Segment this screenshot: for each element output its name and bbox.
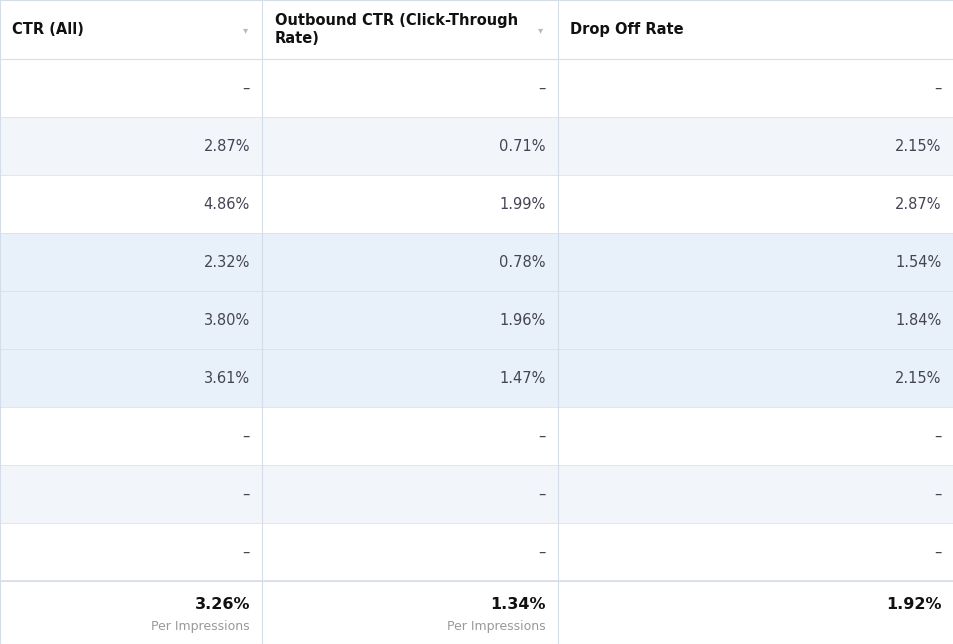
Text: –: – [537,544,545,560]
Text: –: – [242,544,250,560]
Text: –: – [933,486,941,502]
Text: 0.71%: 0.71% [498,138,545,154]
Bar [0,175,953,233]
Text: 1.84%: 1.84% [895,312,941,328]
Text: 2.87%: 2.87% [203,138,250,154]
Bar [0,233,953,291]
Bar [0,117,953,175]
Text: ▾: ▾ [537,24,543,35]
Text: –: – [537,80,545,96]
Text: Outbound CTR (Click-Through
Rate): Outbound CTR (Click-Through Rate) [274,13,517,46]
Text: –: – [933,428,941,444]
Text: ▾: ▾ [242,24,248,35]
Bar [0,465,953,523]
Text: –: – [537,428,545,444]
Text: Drop Off Rate: Drop Off Rate [570,22,683,37]
Text: –: – [242,486,250,502]
Text: 1.34%: 1.34% [490,597,545,612]
Text: Per Impressions: Per Impressions [152,620,250,633]
Text: 3.61%: 3.61% [204,370,250,386]
Text: –: – [933,80,941,96]
Text: –: – [242,428,250,444]
Bar [0,59,953,117]
Text: 1.92%: 1.92% [885,597,941,612]
Text: 4.86%: 4.86% [204,196,250,212]
Text: 2.15%: 2.15% [894,370,941,386]
Text: 0.78%: 0.78% [498,254,545,270]
Text: 2.87%: 2.87% [894,196,941,212]
Text: CTR (All): CTR (All) [12,22,84,37]
Bar [0,581,953,644]
Text: –: – [537,486,545,502]
Text: 3.80%: 3.80% [204,312,250,328]
Text: Per Impressions: Per Impressions [447,620,545,633]
Text: –: – [933,544,941,560]
Bar [0,523,953,581]
Bar [0,0,953,59]
Text: 2.32%: 2.32% [203,254,250,270]
Text: 3.26%: 3.26% [194,597,250,612]
Bar [0,349,953,407]
Text: 1.99%: 1.99% [499,196,545,212]
Bar [0,291,953,349]
Bar [0,407,953,465]
Text: 1.96%: 1.96% [499,312,545,328]
Text: –: – [242,80,250,96]
Text: 1.54%: 1.54% [895,254,941,270]
Text: 2.15%: 2.15% [894,138,941,154]
Text: 1.47%: 1.47% [498,370,545,386]
